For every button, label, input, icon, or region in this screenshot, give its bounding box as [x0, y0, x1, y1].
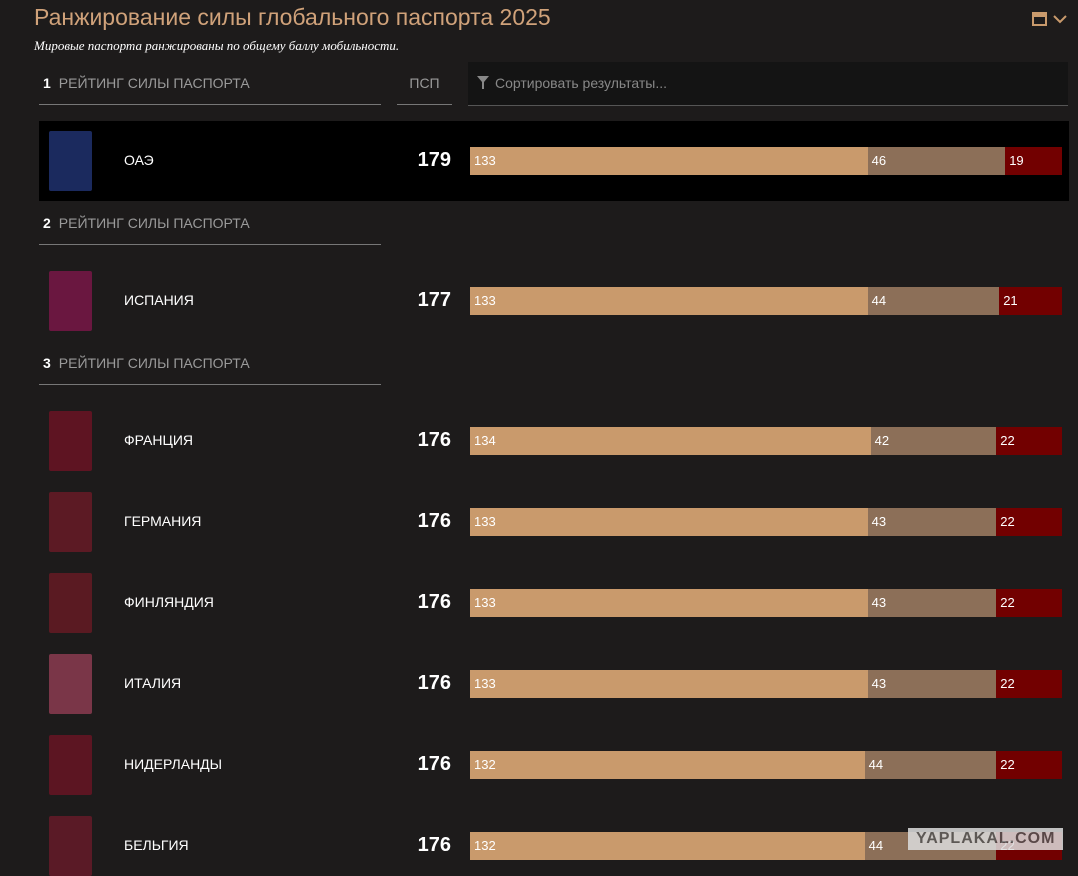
segment-label: 42	[874, 433, 890, 448]
bar-segment: 134	[470, 427, 871, 455]
rank-label: РЕЙТИНГ СИЛЫ ПАСПОРТА	[58, 215, 250, 231]
rank-label: РЕЙТИНГ СИЛЫ ПАСПОРТА	[58, 75, 250, 91]
watermark: YAPLAKAL.COM	[908, 828, 1064, 850]
bar-segment: 133	[470, 147, 868, 175]
bar-segment: 132	[470, 751, 865, 779]
psp-score: 176	[417, 834, 451, 856]
country-name: ГЕРМАНИЯ	[124, 513, 202, 529]
passport-cover	[49, 654, 92, 714]
bar-segment: 44	[864, 751, 997, 779]
country-name: ФРАНЦИЯ	[124, 432, 194, 448]
segment-label: 44	[868, 757, 884, 772]
segment-label: 46	[871, 153, 887, 168]
psp-score: 176	[417, 753, 451, 775]
country-name: ИТАЛИЯ	[124, 675, 182, 691]
passport-cover	[49, 735, 92, 795]
passport-cover	[49, 131, 92, 191]
passport-cover	[49, 492, 92, 552]
psp-score: 176	[417, 429, 451, 451]
bar-segment: 44	[867, 287, 1000, 315]
passport-cover	[49, 271, 92, 331]
country-name: НИДЕРЛАНДЫ	[124, 756, 223, 772]
bar-segment: 19	[1005, 147, 1062, 175]
segment-label: 133	[474, 676, 496, 691]
rank-header: 2 РЕЙТИНГ СИЛЫ ПАСПОРТА	[43, 215, 250, 231]
segment-label: 43	[871, 676, 887, 691]
country-name: ОАЭ	[124, 152, 154, 168]
rank-header: 3 РЕЙТИНГ СИЛЫ ПАСПОРТА	[43, 355, 250, 371]
bar-segment: 42	[870, 427, 997, 455]
bar-segment: 22	[996, 427, 1062, 455]
segment-label: 132	[474, 757, 496, 772]
segment-label: 22	[1000, 595, 1015, 610]
bar-segment: 133	[470, 508, 868, 536]
bar-segment: 46	[867, 147, 1006, 175]
segment-label: 133	[474, 293, 496, 308]
segment-label: 43	[871, 514, 887, 529]
rank-number: 3	[43, 355, 51, 371]
header-rule	[397, 104, 452, 105]
bar-segment: 133	[470, 589, 868, 617]
filter-icon	[477, 76, 489, 89]
bar-segment: 22	[996, 751, 1062, 779]
segment-label: 44	[868, 838, 884, 853]
segment-label: 19	[1009, 153, 1024, 168]
segment-label: 22	[1000, 433, 1015, 448]
rank-rule	[39, 384, 381, 385]
bar-segment: 43	[867, 589, 997, 617]
bar-segment: 22	[996, 670, 1062, 698]
bar-segment: 43	[867, 508, 997, 536]
bar-segment: 133	[470, 670, 868, 698]
segment-label: 133	[474, 514, 496, 529]
passport-cover	[49, 573, 92, 633]
bar-segment: 133	[470, 287, 868, 315]
segment-label: 22	[1000, 514, 1015, 529]
rank-rule	[39, 244, 381, 245]
segment-label: 22	[1000, 676, 1015, 691]
segment-label: 132	[474, 838, 496, 853]
segment-label: 43	[871, 595, 887, 610]
page-title: Ранжирование силы глобального паспорта 2…	[34, 4, 551, 30]
rank-number: 1	[43, 75, 51, 91]
segment-label: 133	[474, 595, 496, 610]
bar-segment: 22	[996, 508, 1062, 536]
segment-label: 21	[1003, 293, 1018, 308]
rank-header: 1 РЕЙТИНГ СИЛЫ ПАСПОРТА	[43, 75, 250, 91]
bar-segment: 21	[999, 287, 1062, 315]
bar-segment: 22	[996, 589, 1062, 617]
psp-score: 176	[417, 591, 451, 613]
rank-rule	[39, 104, 381, 105]
calendar-menu[interactable]	[1030, 8, 1070, 30]
segment-label: 44	[871, 293, 887, 308]
psp-column-header: ПСП	[409, 75, 440, 91]
segment-label: 22	[1000, 757, 1015, 772]
segment-label: 134	[474, 433, 496, 448]
bar-segment: 43	[867, 670, 997, 698]
passport-cover	[49, 411, 92, 471]
bar-segment: 132	[470, 832, 865, 860]
page-subtitle: Мировые паспорта ранжированы по общему б…	[34, 38, 400, 53]
filter-box[interactable]: Сортировать результаты...	[468, 62, 1068, 106]
psp-score: 177	[417, 289, 451, 311]
country-name: ИСПАНИЯ	[124, 292, 194, 308]
segment-label: 133	[474, 153, 496, 168]
psp-score: 176	[417, 672, 451, 694]
rank-label: РЕЙТИНГ СИЛЫ ПАСПОРТА	[58, 355, 250, 371]
country-name: БЕЛЬГИЯ	[124, 837, 189, 853]
country-name: ФИНЛЯНДИЯ	[124, 594, 214, 610]
psp-score: 176	[417, 510, 451, 532]
psp-score: 179	[417, 149, 451, 171]
rank-number: 2	[43, 215, 51, 231]
passport-cover	[49, 816, 92, 876]
filter-placeholder: Сортировать результаты...	[495, 75, 667, 91]
